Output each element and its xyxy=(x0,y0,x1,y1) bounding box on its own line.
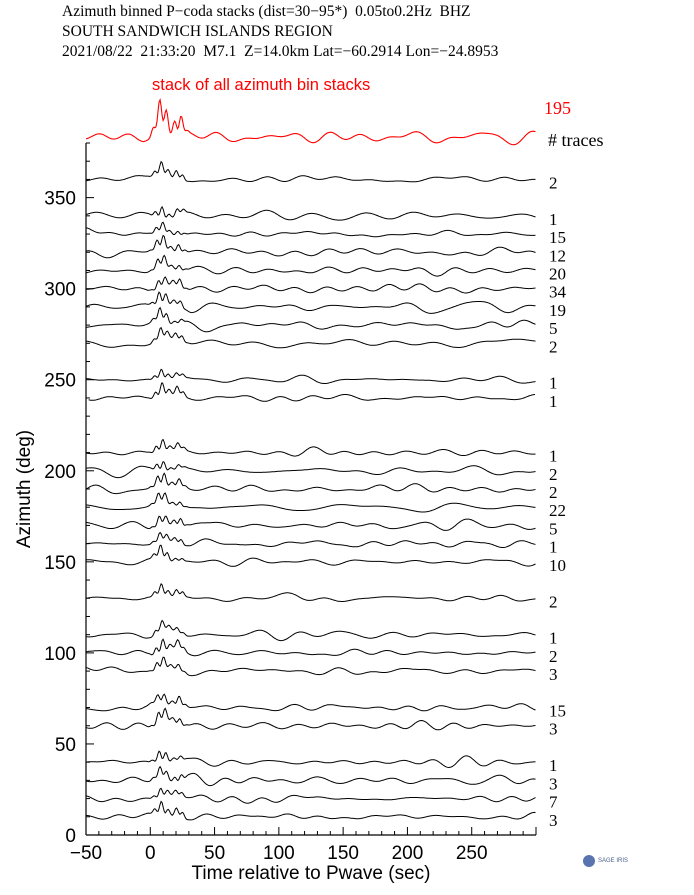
trace-count-label: 15 xyxy=(549,228,566,247)
azimuth-trace xyxy=(85,254,536,277)
x-tick-label: 100 xyxy=(263,843,295,864)
trace-count-label: 3 xyxy=(549,811,558,830)
azimuth-trace xyxy=(85,693,536,712)
x-axis-label: Time relative to Pwave (sec) xyxy=(192,863,431,884)
trace-count-label: 1 xyxy=(549,374,558,393)
azimuth-trace xyxy=(85,306,536,333)
trace-count-label: 2 xyxy=(549,173,558,192)
trace-count-label: 2 xyxy=(549,592,558,611)
stack-trace xyxy=(85,98,536,146)
azimuth-trace xyxy=(86,276,536,294)
azimuth-trace xyxy=(85,221,536,238)
azimuth-trace xyxy=(85,461,536,479)
azimuth-trace xyxy=(85,750,536,769)
trace-count-label: 15 xyxy=(549,702,566,721)
azimuth-trace xyxy=(85,160,536,183)
azimuth-trace xyxy=(85,368,536,384)
azimuth-trace xyxy=(85,291,536,314)
sage-logo: SAGE IRIS xyxy=(583,855,628,867)
y-tick-label: 150 xyxy=(44,553,76,574)
azimuth-trace xyxy=(85,619,536,642)
x-tick-label: 150 xyxy=(327,843,359,864)
trace-count-label: 12 xyxy=(549,246,566,265)
trace-count-label: 5 xyxy=(549,519,558,538)
header-line-1: Azimuth binned P−coda stacks (dist=30−95… xyxy=(62,3,471,20)
azimuth-trace xyxy=(85,515,536,531)
header-region: SOUTH SANDWICH ISLANDS REGION xyxy=(62,23,333,40)
trace-count-label: 2 xyxy=(549,465,558,484)
y-tick-label: 350 xyxy=(44,189,76,210)
trace-count-label: 3 xyxy=(549,665,558,684)
trace-count-label: 2 xyxy=(549,337,558,356)
azimuth-trace xyxy=(85,438,536,457)
stack-count-label: 195 xyxy=(544,98,571,118)
y-tick-label: 0 xyxy=(65,826,76,847)
trace-count-label: 22 xyxy=(549,501,566,520)
trace-count-label: 1 xyxy=(549,447,558,466)
y-tick-label: 200 xyxy=(44,462,76,483)
y-tick-label: 300 xyxy=(44,280,76,301)
trace-count-label: 3 xyxy=(549,720,558,739)
trace-count-label: 3 xyxy=(549,774,558,793)
stack-label: stack of all azimuth bin stacks xyxy=(152,76,370,94)
azimuth-trace xyxy=(85,234,536,259)
x-tick-label: 200 xyxy=(392,843,424,864)
trace-count-label: 1 xyxy=(549,629,558,648)
trace-count-label: 2 xyxy=(549,647,558,666)
azimuth-trace xyxy=(88,382,536,402)
trace-count-label: 1 xyxy=(549,756,558,775)
y-tick-label: 100 xyxy=(44,644,76,665)
x-tick-label: −50 xyxy=(70,843,102,864)
trace-count-label: 19 xyxy=(549,301,566,320)
trace-count-label: 1 xyxy=(549,210,558,229)
header-event-info: 2021/08/22 21:33:20 M7.1 Z=14.0km Lat=−6… xyxy=(62,43,499,60)
azimuth-trace xyxy=(85,583,536,602)
trace-count-label: 1 xyxy=(549,392,558,411)
azimuth-trace xyxy=(85,492,536,513)
x-tick-label: 0 xyxy=(145,843,156,864)
y-tick-label: 50 xyxy=(55,735,76,756)
x-tick-label: 50 xyxy=(204,843,225,864)
azimuth-trace xyxy=(85,707,536,731)
y-tick-label: 250 xyxy=(44,371,76,392)
azimuth-trace xyxy=(85,544,536,567)
trace-count-label: 5 xyxy=(549,319,558,338)
trace-count-label: 2 xyxy=(549,483,558,502)
azimuth-trace xyxy=(85,205,536,221)
azimuth-trace xyxy=(85,472,536,495)
azimuth-trace xyxy=(85,638,536,657)
azimuth-trace xyxy=(85,326,536,349)
azimuth-trace xyxy=(85,800,536,821)
trace-count-label: 20 xyxy=(549,264,566,283)
azimuth-trace xyxy=(85,656,536,677)
azimuth-trace xyxy=(85,787,536,804)
trace-count-label: 1 xyxy=(549,538,558,557)
trace-count-label: 10 xyxy=(549,556,566,575)
x-tick-label: 250 xyxy=(456,843,488,864)
y-axis-label: Azimuth (deg) xyxy=(14,430,35,548)
trace-count-label: 34 xyxy=(549,283,567,302)
trace-count-header: # traces xyxy=(548,130,603,150)
azimuth-trace xyxy=(85,765,536,787)
sage-logo-text: SAGE IRIS xyxy=(598,858,629,864)
azimuth-trace xyxy=(86,531,536,548)
sage-globe-icon xyxy=(583,855,595,867)
trace-count-label: 7 xyxy=(549,793,558,812)
